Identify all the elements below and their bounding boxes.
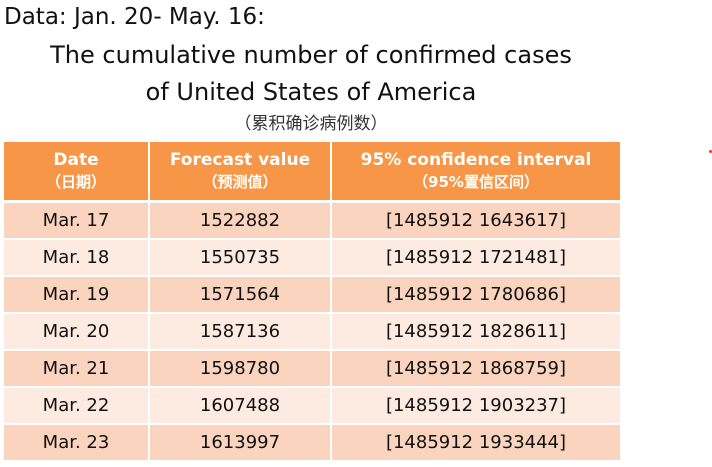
cell-date: Mar. 17 <box>4 203 150 240</box>
table-row: Mar. 19 1571564 [1485912 1780686] <box>4 277 620 314</box>
cell-date: Mar. 18 <box>4 240 150 277</box>
table-row: Mar. 18 1550735 [1485912 1721481] <box>4 240 620 277</box>
column-header-en: Date <box>53 150 99 170</box>
table-row: Mar. 17 1522882 [1485912 1643617] <box>4 203 620 240</box>
cell-date: Mar. 20 <box>4 314 150 351</box>
cell-date: Mar. 22 <box>4 388 150 425</box>
table-header-row: Date （日期） Forecast value （预测值） 95% confi… <box>4 142 620 203</box>
cell-forecast: 1607488 <box>150 388 332 425</box>
cell-confidence-interval: [1485912 1721481] <box>332 240 620 277</box>
cell-confidence-interval: [1485912 1643617] <box>332 203 620 240</box>
column-header-zh: （日期） <box>45 173 106 191</box>
red-dot-marker <box>709 150 712 153</box>
column-header-en: 95% confidence interval <box>360 150 592 170</box>
column-header-en: Forecast value <box>169 150 311 170</box>
column-header-date: Date （日期） <box>4 142 150 203</box>
cell-forecast: 1587136 <box>150 314 332 351</box>
cell-date: Mar. 19 <box>4 277 150 314</box>
cell-confidence-interval: [1485912 1903237] <box>332 388 620 425</box>
column-header-zh: （95%置信区间） <box>413 173 539 191</box>
cell-date: Mar. 21 <box>4 351 150 388</box>
data-range-label: Data: Jan. 20- May. 16: <box>4 4 265 30</box>
table-row: Mar. 22 1607488 [1485912 1903237] <box>4 388 620 425</box>
cell-confidence-interval: [1485912 1780686] <box>332 277 620 314</box>
cell-forecast: 1522882 <box>150 203 332 240</box>
table-row: Mar. 23 1613997 [1485912 1933444] <box>4 425 620 462</box>
cell-forecast: 1571564 <box>150 277 332 314</box>
column-header-confidence-interval: 95% confidence interval （95%置信区间） <box>332 142 620 203</box>
cell-confidence-interval: [1485912 1933444] <box>332 425 620 462</box>
column-header-forecast: Forecast value （预测值） <box>150 142 332 203</box>
column-header-zh: （预测值） <box>202 173 278 191</box>
cell-forecast: 1550735 <box>150 240 332 277</box>
cell-date: Mar. 23 <box>4 425 150 462</box>
subtitle-zh: （累积确诊病例数） <box>234 114 388 134</box>
cell-confidence-interval: [1485912 1828611] <box>332 314 620 351</box>
cell-forecast: 1598780 <box>150 351 332 388</box>
cell-confidence-interval: [1485912 1868759] <box>332 351 620 388</box>
title-line-2: of United States of America <box>145 78 477 106</box>
title-line-1: The cumulative number of confirmed cases <box>50 41 572 69</box>
table-row: Mar. 20 1587136 [1485912 1828611] <box>4 314 620 351</box>
cell-forecast: 1613997 <box>150 425 332 462</box>
forecast-table: Date （日期） Forecast value （预测值） 95% confi… <box>4 142 620 462</box>
table-row: Mar. 21 1598780 [1485912 1868759] <box>4 351 620 388</box>
